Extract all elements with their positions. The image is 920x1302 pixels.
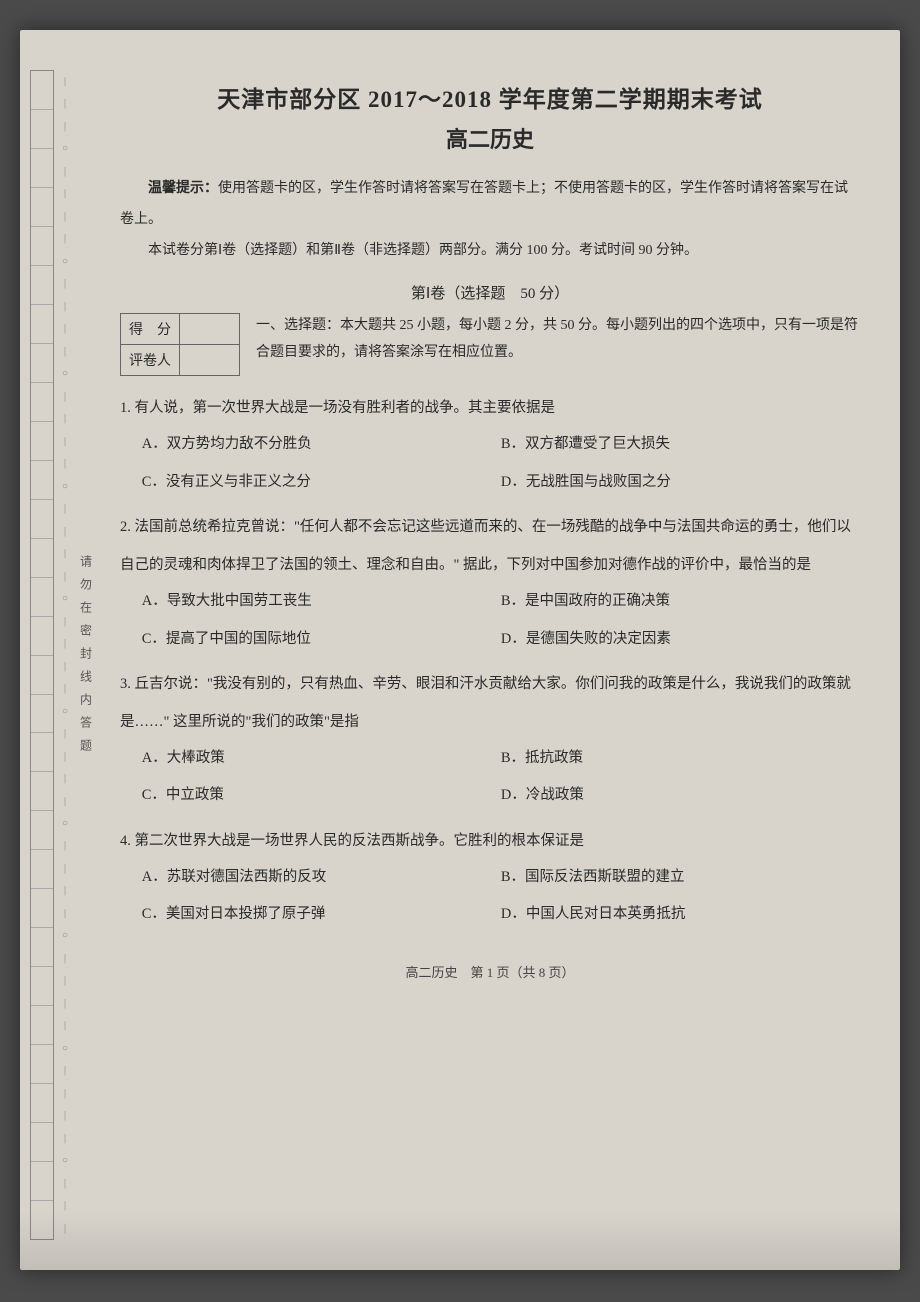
q3-options: A．大棒政策 B．抵抗政策 C．中立政策 D．冷战政策 bbox=[120, 740, 860, 815]
question-3: 3. 丘吉尔说："我没有别的，只有热血、辛劳、眼泪和汗水贡献给大家。你们问我的政… bbox=[120, 666, 860, 815]
q1-stem: 有人说，第一次世界大战是一场没有胜利者的战争。其主要依据是 bbox=[135, 400, 556, 416]
section1-heading: 第Ⅰ卷（选择题 50 分） bbox=[120, 282, 860, 303]
seal-line-text: 请 勿 在 密 封 线 内 答 题 bbox=[78, 555, 95, 755]
margin-dash: |||○ ||||○ ||||○ ||||○ ||||○ ||||○ ||||○… bbox=[54, 70, 76, 1240]
margin-grid bbox=[30, 70, 54, 1240]
q2-opt-c: C．提高了中国的国际地位 bbox=[142, 621, 501, 659]
q2-num: 2. bbox=[120, 519, 131, 535]
exam-page: |||○ ||||○ ||||○ ||||○ ||||○ ||||○ ||||○… bbox=[20, 30, 900, 1270]
grader-label: 评卷人 bbox=[121, 345, 180, 376]
q2-opt-d: D．是德国失败的决定因素 bbox=[501, 621, 860, 659]
score-value-cell bbox=[180, 314, 240, 345]
main-content: 天津市部分区 2017～2018 学年度第二学期期末考试 高二历史 温馨提示：使… bbox=[100, 70, 890, 1240]
section1-instructions: 一、选择题：本大题共 25 小题，每小题 2 分，共 50 分。每小题列出的四个… bbox=[256, 313, 860, 366]
q4-num: 4. bbox=[120, 833, 131, 849]
q3-stem: 丘吉尔说："我没有别的，只有热血、辛劳、眼泪和汗水贡献给大家。你们问我的政策是什… bbox=[120, 676, 851, 730]
question-2: 2. 法国前总统希拉克曾说："任何人都不会忘记这些远道而来的、在一场残酷的战争中… bbox=[120, 509, 860, 658]
q4-opt-a: A．苏联对德国法西斯的反攻 bbox=[142, 859, 501, 897]
q4-stem: 第二次世界大战是一场世界人民的反法西斯战争。它胜利的根本保证是 bbox=[135, 833, 585, 849]
q2-opt-b: B．是中国政府的正确决策 bbox=[501, 583, 860, 621]
q1-opt-b: B．双方都遭受了巨大损失 bbox=[501, 426, 860, 464]
q2-opt-a: A．导致大批中国劳工丧生 bbox=[142, 583, 501, 621]
question-4: 4. 第二次世界大战是一场世界人民的反法西斯战争。它胜利的根本保证是 A．苏联对… bbox=[120, 823, 860, 934]
q3-opt-b: B．抵抗政策 bbox=[501, 740, 860, 778]
q1-opt-a: A．双方势均力敌不分胜负 bbox=[142, 426, 501, 464]
q3-opt-c: C．中立政策 bbox=[142, 777, 501, 815]
tip: 温馨提示：使用答题卡的区，学生作答时请将答案写在答题卡上；不使用答题卡的区，学生… bbox=[120, 174, 860, 236]
layout-note: 本试卷分第Ⅰ卷（选择题）和第Ⅱ卷（非选择题）两部分。满分 100 分。考试时间 … bbox=[120, 236, 860, 267]
q1-num: 1. bbox=[120, 400, 131, 416]
q2-stem: 法国前总统希拉克曾说："任何人都不会忘记这些远道而来的、在一场残酷的战争中与法国… bbox=[120, 519, 851, 573]
q1-options: A．双方势均力敌不分胜负 B．双方都遭受了巨大损失 C．没有正义与非正义之分 D… bbox=[120, 426, 860, 501]
q1-opt-c: C．没有正义与非正义之分 bbox=[142, 464, 501, 502]
q3-opt-d: D．冷战政策 bbox=[501, 777, 860, 815]
q4-opt-c: C．美国对日本投掷了原子弹 bbox=[142, 896, 501, 934]
margin-label: 请 勿 在 密 封 线 内 答 题 bbox=[76, 70, 96, 1240]
tip-body: 使用答题卡的区，学生作答时请将答案写在答题卡上；不使用答题卡的区，学生作答时请将… bbox=[120, 181, 848, 227]
q4-options: A．苏联对德国法西斯的反攻 B．国际反法西斯联盟的建立 C．美国对日本投掷了原子… bbox=[120, 859, 860, 934]
q3-num: 3. bbox=[120, 676, 131, 692]
exam-subtitle: 高二历史 bbox=[120, 122, 860, 154]
score-box: 得 分 评卷人 bbox=[120, 313, 240, 376]
page-footer: 高二历史 第 1 页（共 8 页） bbox=[120, 962, 860, 981]
q3-opt-a: A．大棒政策 bbox=[142, 740, 501, 778]
question-1: 1. 有人说，第一次世界大战是一场没有胜利者的战争。其主要依据是 A．双方势均力… bbox=[120, 390, 860, 501]
section1-header: 得 分 评卷人 一、选择题：本大题共 25 小题，每小题 2 分，共 50 分。… bbox=[120, 313, 860, 376]
grader-value-cell bbox=[180, 345, 240, 376]
q4-opt-d: D．中国人民对日本英勇抵抗 bbox=[501, 896, 860, 934]
q2-options: A．导致大批中国劳工丧生 B．是中国政府的正确决策 C．提高了中国的国际地位 D… bbox=[120, 583, 860, 658]
q1-opt-d: D．无战胜国与战败国之分 bbox=[501, 464, 860, 502]
q4-opt-b: B．国际反法西斯联盟的建立 bbox=[501, 859, 860, 897]
exam-title: 天津市部分区 2017～2018 学年度第二学期期末考试 bbox=[120, 80, 860, 114]
score-label: 得 分 bbox=[121, 314, 180, 345]
tip-label: 温馨提示： bbox=[148, 181, 218, 196]
left-margin: |||○ ||||○ ||||○ ||||○ ||||○ ||||○ ||||○… bbox=[30, 70, 100, 1240]
